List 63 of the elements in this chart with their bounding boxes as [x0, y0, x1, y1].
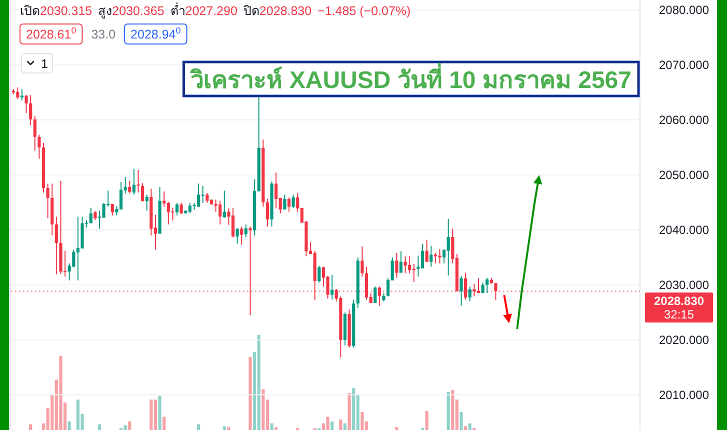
- bar: [68, 421, 71, 430]
- bar: [248, 356, 252, 430]
- annotation: −1.485 (−0.07%): [318, 4, 411, 18]
- bar: [343, 423, 347, 430]
- candlestick: [24, 95, 28, 114]
- y-tick: 2050.000: [658, 168, 710, 182]
- y-tick: 2030.000: [658, 278, 710, 292]
- ref-line-label: 2028.830: [654, 294, 704, 308]
- bar: [124, 425, 127, 430]
- bar: [360, 412, 364, 430]
- title: วิเคราะห์ XAUUSD วันที่ 10 มกราคม 2567: [182, 60, 640, 98]
- annotation: ปิด2028.830: [243, 4, 312, 18]
- bar: [446, 392, 450, 430]
- bar: [348, 392, 351, 430]
- bar: [326, 416, 330, 430]
- bar: [451, 390, 454, 430]
- bar: [274, 427, 278, 430]
- bar: [464, 426, 468, 430]
- bar: [339, 420, 342, 430]
- bar: [257, 335, 260, 430]
- annotation: สูง2030.365: [98, 4, 164, 19]
- candlestick: [460, 276, 463, 306]
- bar: [29, 424, 32, 430]
- bar: [468, 423, 472, 430]
- bar: [460, 412, 463, 430]
- y-tick: 2020.000: [658, 332, 710, 347]
- bar: [227, 427, 230, 430]
- y-tick: 2040.000: [658, 222, 710, 237]
- annotation: 2028.94$^{0}$: [130, 26, 181, 42]
- y-tick: 2060.000: [658, 112, 710, 127]
- y-tick: 2010.000: [658, 388, 710, 402]
- annotation: 1: [41, 57, 48, 71]
- candlestick: [201, 186, 204, 203]
- candlestick: [59, 180, 62, 274]
- bar: [150, 400, 153, 430]
- bar: [76, 400, 80, 430]
- bar: [270, 423, 274, 430]
- candlestick: [20, 89, 24, 101]
- bar: [222, 426, 226, 430]
- bar: [59, 356, 62, 430]
- bar: [197, 424, 200, 430]
- bar: [352, 388, 356, 430]
- annotation: เปิด2030.315: [20, 4, 92, 18]
- bar: [158, 396, 162, 430]
- bar: [330, 421, 334, 430]
- bar: [425, 411, 428, 430]
- annotation: ต่ำ2027.290: [170, 2, 238, 18]
- candlestick: [136, 170, 140, 192]
- bar: [395, 427, 398, 430]
- bar: [154, 400, 158, 430]
- bar: [262, 389, 265, 430]
- annotation: 33.0: [91, 28, 116, 42]
- bar: [98, 424, 102, 430]
- bar: [162, 416, 166, 430]
- candlestick: [360, 246, 364, 277]
- annotation: 2028.61$^{0}$: [26, 26, 76, 42]
- y-tick: 2080.000: [658, 2, 710, 17]
- candlestick: [438, 249, 442, 264]
- price-label: 2028.830 32:15: [645, 292, 713, 322]
- bar: [128, 421, 132, 430]
- y-tick: 2070.000: [658, 58, 710, 72]
- candlestick: [76, 216, 80, 280]
- candlestick: [404, 256, 407, 274]
